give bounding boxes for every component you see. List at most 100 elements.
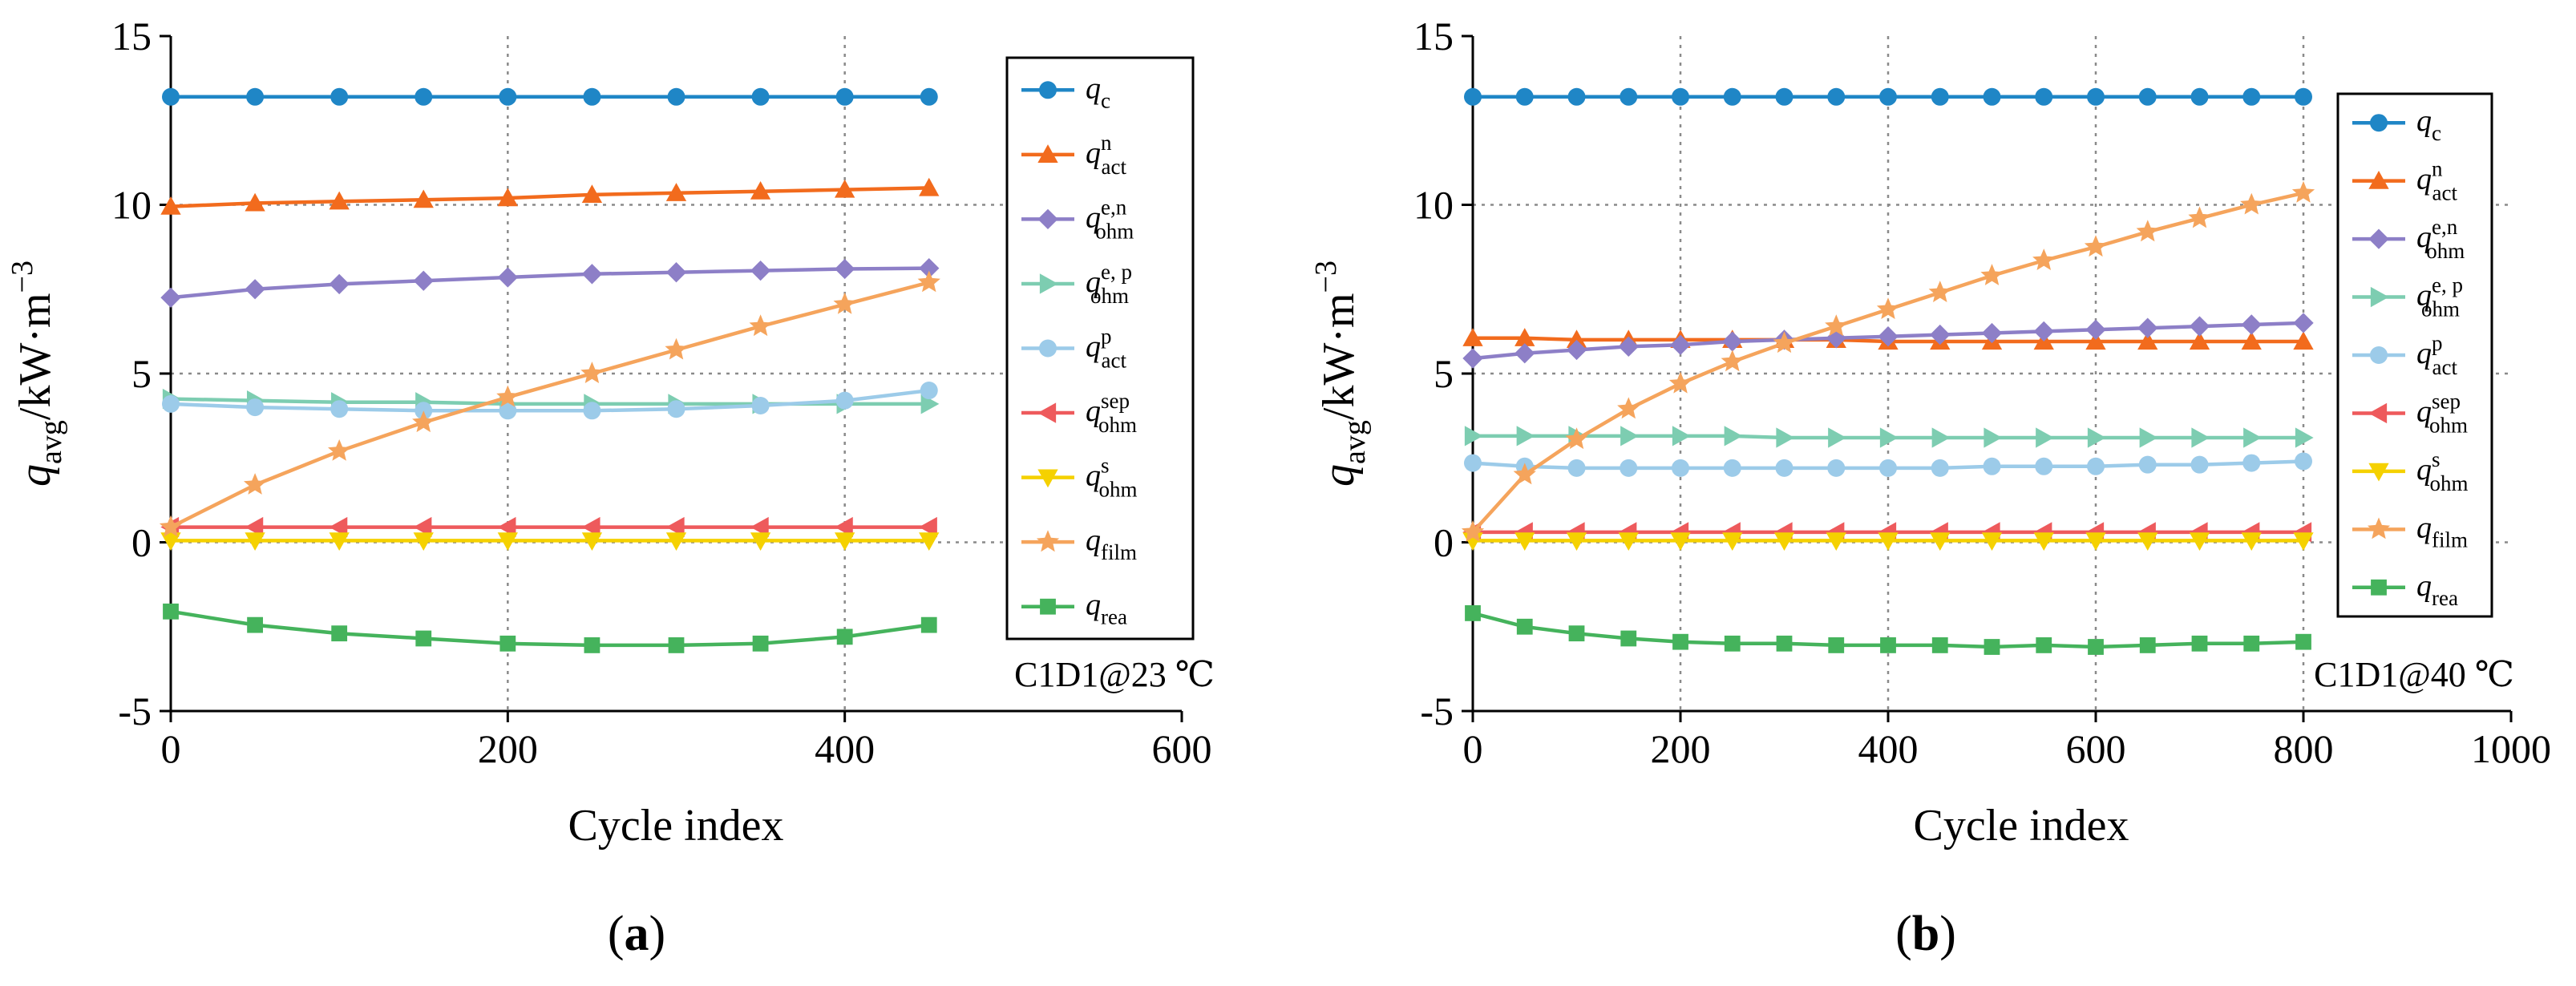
legend-label: qn act [1086,131,1126,179]
data-point [1825,314,1848,337]
data-point [2295,633,2311,650]
y-tick-label: -5 [1420,689,1454,733]
data-point [836,628,853,645]
data-point [2190,455,2209,474]
data-point [2032,249,2056,270]
data-point [750,260,771,281]
data-point [2036,637,2052,653]
y-tick-label: 0 [1434,520,1454,565]
legend-marker [1037,208,1058,230]
legend-marker [2370,114,2388,132]
legend-label: qrea [2416,569,2458,610]
data-point [2035,457,2053,475]
data-point [1981,322,2003,344]
data-point [1672,87,1689,106]
legend-label: qe, p ohm [2416,273,2463,321]
legend-marker [2368,463,2389,482]
data-point [1620,630,1637,647]
series-q-c [162,87,938,106]
data-point [2189,331,2210,350]
data-point [163,603,179,620]
legend-marker [1037,469,1058,488]
series-q-film [1461,180,2315,542]
data-point [246,398,265,417]
data-point [1514,532,1535,552]
data-point [2188,206,2211,228]
legend-label: qe,n ohm [2416,215,2465,263]
legend-marker [1039,273,1058,294]
data-point [1776,635,1793,652]
data-point [499,402,517,420]
data-point [1981,532,2003,552]
data-point [920,616,937,633]
data-point [245,192,265,212]
data-point [835,391,854,410]
data-point [1516,426,1535,447]
data-point [2295,427,2314,448]
data-point [497,532,518,552]
x-tick-label: 800 [2274,726,2334,771]
data-point [2242,454,2261,472]
data-point [1514,343,1535,364]
data-point [2088,639,2104,655]
data-point [247,616,263,633]
legend-marker [1037,402,1057,423]
data-point [1461,520,1485,542]
data-point [1668,371,1692,394]
data-point [1878,326,1899,347]
data-point [2191,635,2208,652]
data-point [835,258,855,280]
y-tick-label: 10 [1413,183,1454,228]
data-point [751,396,770,414]
data-point [1568,625,1585,642]
y-tick-label: 15 [1413,14,1454,59]
data-point [667,400,685,418]
data-point [1724,635,1741,652]
x-tick-label: 0 [1463,726,1483,771]
data-point [1827,87,1846,106]
data-point [246,87,265,106]
data-point [1672,459,1689,477]
data-point [665,337,688,360]
series-q-rea [163,603,937,653]
data-point [833,292,856,314]
data-point [2036,427,2054,448]
data-point [1773,532,1795,552]
data-point [2189,316,2210,337]
data-point [415,402,433,420]
data-point [415,630,432,647]
data-point [1566,339,1587,361]
legend-marker [1040,598,1056,615]
data-point [1513,463,1536,485]
data-point [499,87,517,106]
data-point [1878,532,1899,552]
y-tick-label: -5 [118,689,152,733]
data-point [2243,635,2260,652]
data-point [919,177,940,196]
data-point [415,87,433,106]
data-point [331,625,348,642]
data-point [1931,637,1948,653]
data-point [159,515,183,537]
data-point [1617,397,1640,419]
data-point [1984,639,2000,655]
data-point [1620,459,1638,477]
data-point [1931,427,1951,448]
data-point [496,385,520,407]
data-point [1566,329,1587,349]
data-point [581,532,603,552]
data-point [499,635,516,652]
data-point [1827,459,1846,477]
data-point [583,87,601,106]
data-point [1464,426,1483,447]
data-point [583,402,601,420]
x-tick-label: 200 [1651,726,1711,771]
series-line [170,186,929,208]
data-point [750,516,769,538]
data-point [750,532,771,552]
data-point [497,516,516,538]
x-tick-label: 400 [815,726,875,771]
legend-label: qs ohm [1086,454,1138,502]
x-axis-label: Cycle index [1913,801,2129,851]
